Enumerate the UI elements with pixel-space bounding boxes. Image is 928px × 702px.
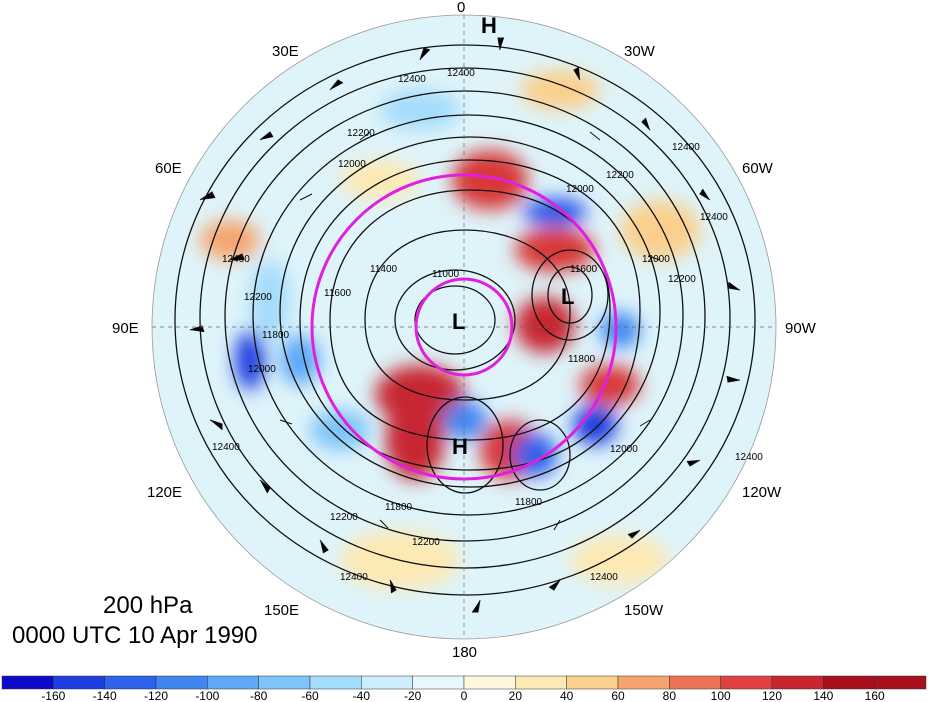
contour-label: 11000 bbox=[432, 269, 460, 280]
low-center-pole: L bbox=[452, 309, 465, 334]
colorbar-swatch bbox=[669, 675, 721, 690]
lon-label-120e: 120E bbox=[147, 484, 182, 501]
contour-labels: 12400 12400 12200 12000 12000 12200 1240… bbox=[212, 68, 763, 583]
map-disk bbox=[151, 14, 777, 640]
lon-label-150w: 150W bbox=[624, 602, 664, 619]
colorbar-tick-label: -40 bbox=[353, 689, 371, 702]
lon-label-180: 180 bbox=[452, 644, 477, 661]
colorbar-swatch bbox=[874, 675, 927, 690]
colorbar-swatch bbox=[823, 675, 875, 690]
lon-label-120w: 120W bbox=[742, 484, 782, 501]
colorbar-tick-label: 80 bbox=[663, 689, 677, 702]
colorbar-swatch bbox=[720, 675, 773, 690]
lon-label-150e: 150E bbox=[264, 602, 299, 619]
colorbar-tick-label: -80 bbox=[250, 689, 268, 702]
title-level: 200 hPa bbox=[103, 592, 193, 619]
colorbar-tick-label: -20 bbox=[404, 689, 422, 702]
contour-label: 11800 bbox=[262, 330, 290, 341]
colorbar-swatch bbox=[515, 675, 567, 690]
colorbar-tick-label: 60 bbox=[611, 689, 625, 702]
contour-label: 12200 bbox=[244, 292, 272, 303]
lon-label-30e: 30E bbox=[272, 43, 299, 60]
colorbar-swatch bbox=[617, 675, 670, 690]
lon-label-30w: 30W bbox=[624, 43, 656, 60]
contour-label: 12400 bbox=[735, 452, 763, 463]
title-time: 0000 UTC 10 Apr 1990 bbox=[12, 622, 258, 649]
contour-label: 12400 bbox=[447, 68, 475, 79]
colorbar-tick-label: 20 bbox=[509, 689, 523, 702]
contour-label: 12400 bbox=[590, 572, 618, 583]
pressure-centers: H L L H bbox=[452, 13, 574, 459]
lon-label-0: 0 bbox=[457, 0, 465, 16]
colorbar-swatch bbox=[1, 675, 54, 690]
lon-label-90e: 90E bbox=[112, 320, 139, 337]
colorbar-tick-label: 160 bbox=[865, 689, 885, 702]
colorbar-swatch bbox=[566, 675, 619, 690]
colorbar: -160 -140 -120 -100 -80 -60 -40 -20 0 20 40 60 80 100… bbox=[1, 675, 927, 702]
contour-label: 11600 bbox=[570, 264, 598, 275]
colorbar-tick-label: 100 bbox=[711, 689, 731, 702]
contour-label: 12200 bbox=[668, 274, 696, 285]
colorbar-tick-label: -160 bbox=[41, 689, 65, 702]
lon-label-60e: 60E bbox=[155, 160, 182, 177]
colorbar-swatch bbox=[155, 675, 208, 690]
contour-label: 11800 bbox=[515, 497, 543, 508]
outer-ring bbox=[310, 173, 618, 481]
colorbar-swatch bbox=[104, 675, 157, 690]
contour-label: 12000 bbox=[642, 254, 670, 265]
low-center-east: L bbox=[561, 284, 574, 309]
contour-label: 11800 bbox=[568, 354, 596, 365]
high-center-north: H bbox=[481, 13, 497, 38]
longitude-labels: 0 30W 60W 90W 120W 150W 180 150E 120E 90… bbox=[112, 0, 817, 661]
contour-label: 12000 bbox=[610, 444, 638, 455]
colorbar-tick-label: 40 bbox=[560, 689, 574, 702]
height-contours bbox=[174, 44, 756, 596]
colorbar-tick-label: -100 bbox=[195, 689, 219, 702]
contour-label: 12000 bbox=[248, 364, 276, 375]
wind-barbs bbox=[189, 37, 741, 613]
inner-ring bbox=[414, 277, 514, 377]
contour-label: 12200 bbox=[330, 512, 358, 523]
colorbar-swatch bbox=[258, 675, 311, 690]
colorbar-swatch bbox=[309, 675, 362, 690]
graticule bbox=[152, 15, 776, 639]
colorbar-swatch bbox=[463, 675, 516, 690]
contour-label: 12400 bbox=[222, 254, 250, 265]
contour-label: 11400 bbox=[370, 264, 398, 275]
contour-label: 11800 bbox=[385, 502, 413, 513]
colorbar-swatch bbox=[771, 675, 824, 690]
colorbar-tick-label: 140 bbox=[813, 689, 833, 702]
highlight-rings bbox=[310, 173, 618, 481]
high-center-south: H bbox=[452, 434, 468, 459]
contour-label: 12400 bbox=[700, 212, 728, 223]
colorbar-tick-label: -60 bbox=[301, 689, 319, 702]
contour-label: 12200 bbox=[412, 537, 440, 548]
colorbar-tick-label: 0 bbox=[461, 689, 468, 702]
contour-label: 12400 bbox=[340, 572, 368, 583]
colorbar-swatch bbox=[53, 675, 105, 690]
colorbar-swatch bbox=[361, 675, 413, 690]
contour-label: 12200 bbox=[347, 128, 375, 139]
colorbar-swatch bbox=[412, 675, 465, 690]
lon-label-90w: 90W bbox=[785, 320, 817, 337]
contour-label: 12000 bbox=[338, 159, 366, 170]
colorbar-tick-label: 120 bbox=[762, 689, 782, 702]
contour-label: 12400 bbox=[398, 74, 426, 85]
contour-label: 12000 bbox=[566, 184, 594, 195]
colorbar-tick-label: -140 bbox=[93, 689, 117, 702]
contour-label: 12400 bbox=[672, 142, 700, 153]
contour-label: 12400 bbox=[212, 442, 240, 453]
colorbar-swatch bbox=[207, 675, 259, 690]
contour-label: 11600 bbox=[324, 288, 352, 299]
contour-label: 12200 bbox=[606, 170, 634, 181]
lon-label-60w: 60W bbox=[742, 160, 774, 177]
anomaly-shading bbox=[200, 70, 700, 590]
colorbar-tick-label: -120 bbox=[144, 689, 168, 702]
